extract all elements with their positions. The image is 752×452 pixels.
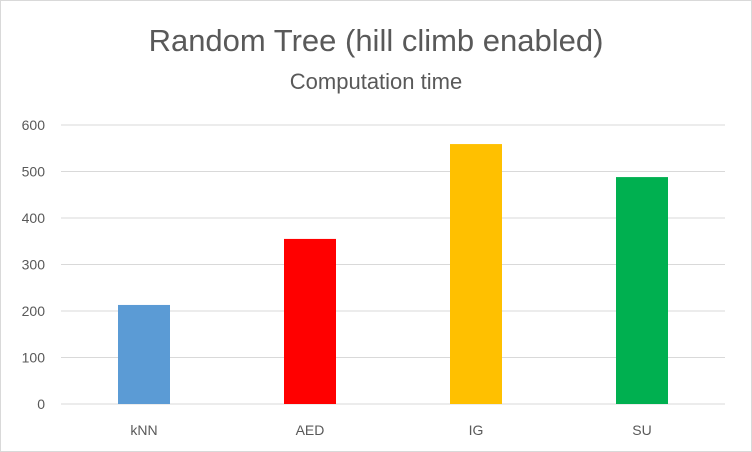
y-tick-label: 200 [22, 303, 46, 319]
y-tick-label: 0 [37, 396, 45, 412]
chart-subtitle: Computation time [289, 69, 463, 94]
y-tick-label: 600 [22, 117, 46, 133]
bar-su [616, 177, 668, 404]
x-tick-label: IG [469, 422, 484, 438]
chart-title: Random Tree (hill climb enabled) [148, 23, 604, 58]
x-tick-label: kNN [130, 422, 157, 438]
y-tick-label: 400 [22, 210, 46, 226]
y-axis-tick-labels: 0 100 200 300 400 500 600 [22, 117, 46, 412]
x-axis-tick-labels: kNN AED IG SU [130, 422, 651, 438]
bar-aed [284, 238, 336, 404]
x-tick-label: SU [632, 422, 651, 438]
bar-ig [450, 144, 502, 404]
gridlines [61, 124, 725, 405]
bar-knn [118, 304, 170, 404]
bars [118, 144, 668, 404]
y-tick-label: 300 [22, 257, 46, 273]
x-tick-label: AED [296, 422, 325, 438]
y-tick-label: 500 [22, 164, 46, 180]
y-tick-label: 100 [22, 350, 46, 366]
